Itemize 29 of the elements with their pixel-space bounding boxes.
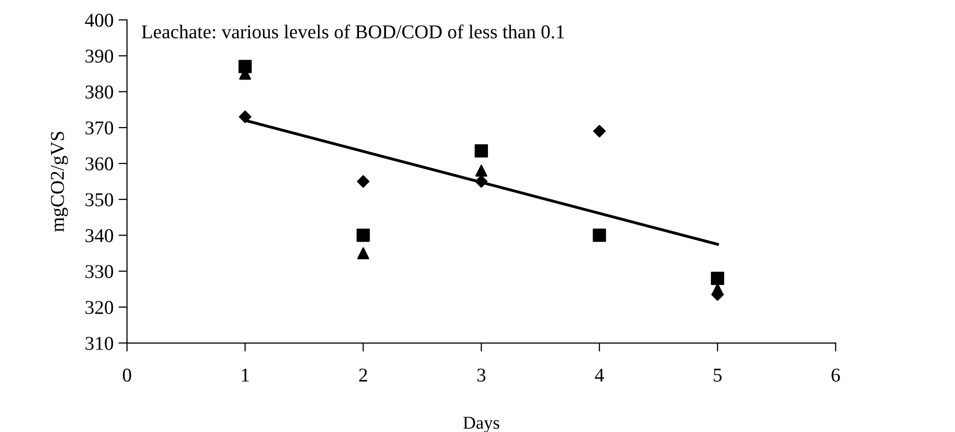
point	[357, 247, 370, 260]
x-tick-label: 0	[122, 368, 132, 382]
x-tick-label: 5	[714, 368, 722, 382]
y-tick-label: 310	[86, 336, 114, 350]
point	[475, 175, 488, 188]
y-tick-label: 370	[86, 121, 114, 135]
point	[593, 124, 606, 138]
y-axis-title: mgCO2/gVS	[50, 132, 68, 232]
x-tick-label: 4	[594, 368, 604, 382]
y-tick-label: 380	[86, 85, 114, 99]
point	[475, 164, 488, 177]
y-tick-label: 400	[85, 14, 114, 27]
point	[356, 175, 370, 188]
point	[474, 144, 488, 158]
point	[238, 110, 252, 124]
point	[710, 272, 724, 286]
x-tick-label: 3	[477, 368, 486, 382]
point	[356, 228, 370, 242]
x-tick-label: 6	[832, 368, 840, 382]
y-tick-label: 320	[86, 300, 114, 314]
x-tick-label: 1	[242, 368, 249, 382]
y-tick-label: 360	[86, 157, 114, 170]
y-tick-label: 330	[86, 265, 114, 278]
y-tick-label: 390	[86, 50, 114, 63]
annotation: Leachate: various levels of BOD/COD of less than 0.1	[142, 24, 564, 38]
y-tick-label: 350	[86, 193, 114, 206]
point	[592, 228, 606, 242]
y-tick-label: 340	[86, 229, 114, 242]
x-tick-label: 2	[359, 368, 368, 382]
